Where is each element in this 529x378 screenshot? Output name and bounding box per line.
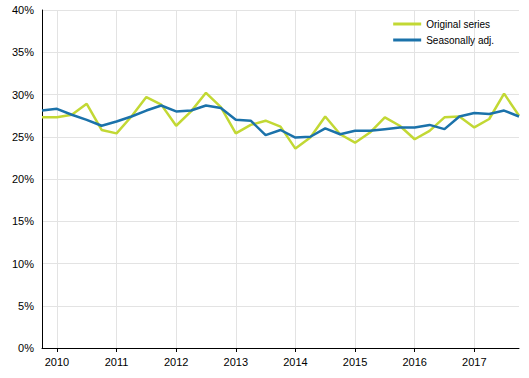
svg-text:2012: 2012 [164, 356, 188, 368]
svg-text:20%: 20% [12, 173, 34, 185]
svg-text:2016: 2016 [402, 356, 426, 368]
svg-text:25%: 25% [12, 131, 34, 143]
svg-text:2017: 2017 [462, 356, 486, 368]
svg-text:10%: 10% [12, 258, 34, 270]
svg-text:0%: 0% [18, 342, 34, 354]
svg-text:Seasonally adj.: Seasonally adj. [426, 35, 494, 46]
svg-text:35%: 35% [12, 46, 34, 58]
svg-text:2014: 2014 [283, 356, 307, 368]
svg-text:15%: 15% [12, 215, 34, 227]
svg-text:5%: 5% [18, 300, 34, 312]
svg-text:40%: 40% [12, 4, 34, 16]
svg-text:2013: 2013 [224, 356, 248, 368]
svg-text:2011: 2011 [105, 356, 129, 368]
svg-text:2010: 2010 [45, 356, 69, 368]
svg-text:30%: 30% [12, 89, 34, 101]
svg-text:Original series: Original series [426, 19, 490, 30]
svg-text:2015: 2015 [343, 356, 367, 368]
